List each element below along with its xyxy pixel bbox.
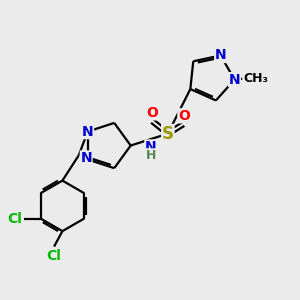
Text: Cl: Cl	[46, 248, 62, 262]
Text: N: N	[215, 49, 226, 62]
Text: CH₃: CH₃	[243, 72, 268, 85]
Text: O: O	[146, 106, 158, 120]
Text: O: O	[178, 109, 190, 123]
Text: H: H	[146, 149, 156, 162]
Text: N: N	[82, 124, 94, 139]
Text: N: N	[80, 151, 92, 165]
Text: N: N	[145, 140, 157, 154]
Text: Cl: Cl	[7, 212, 22, 226]
Text: S: S	[162, 125, 174, 143]
Text: N: N	[229, 73, 240, 87]
